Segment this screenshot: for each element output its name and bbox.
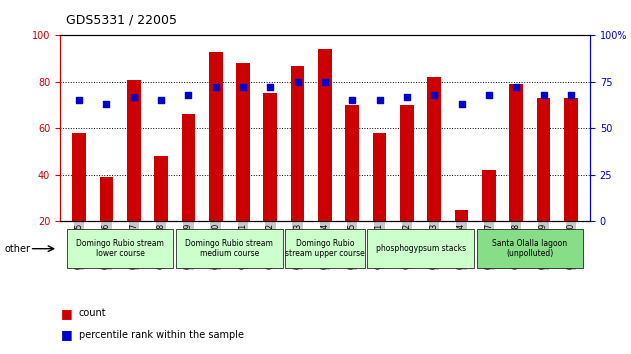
Text: Domingo Rubio stream
lower course: Domingo Rubio stream lower course xyxy=(76,239,164,258)
Text: GDS5331 / 22005: GDS5331 / 22005 xyxy=(66,13,177,27)
Text: Santa Olalla lagoon
(unpolluted): Santa Olalla lagoon (unpolluted) xyxy=(492,239,567,258)
Text: phosphogypsum stacks: phosphogypsum stacks xyxy=(375,244,466,253)
Point xyxy=(265,85,275,90)
Bar xyxy=(537,98,550,268)
Point xyxy=(402,94,412,99)
Bar xyxy=(209,52,223,268)
Bar xyxy=(400,105,414,268)
Text: other: other xyxy=(4,244,30,254)
Bar xyxy=(509,84,523,268)
FancyBboxPatch shape xyxy=(476,229,583,268)
Point xyxy=(238,85,248,90)
Point xyxy=(320,79,330,85)
Text: count: count xyxy=(79,308,107,318)
Bar xyxy=(127,80,141,268)
Point xyxy=(293,79,303,85)
Text: ■: ■ xyxy=(61,307,73,320)
Bar xyxy=(182,114,195,268)
Bar xyxy=(427,77,441,268)
Text: Domingo Rubio
stream upper course: Domingo Rubio stream upper course xyxy=(285,239,365,258)
Point xyxy=(347,98,357,103)
Bar xyxy=(72,133,86,268)
Bar xyxy=(154,156,168,268)
Bar xyxy=(291,65,305,268)
Point xyxy=(211,85,221,90)
Point xyxy=(156,98,166,103)
Point xyxy=(102,101,112,107)
Point xyxy=(184,92,194,98)
Point xyxy=(129,94,139,99)
Bar xyxy=(345,105,359,268)
FancyBboxPatch shape xyxy=(367,229,474,268)
Bar xyxy=(264,93,277,268)
FancyBboxPatch shape xyxy=(176,229,283,268)
Point xyxy=(74,98,84,103)
Bar xyxy=(564,98,578,268)
Point xyxy=(375,98,385,103)
Bar xyxy=(482,170,496,268)
Point xyxy=(429,92,439,98)
Bar xyxy=(455,210,468,268)
Text: Domingo Rubio stream
medium course: Domingo Rubio stream medium course xyxy=(186,239,273,258)
Point xyxy=(538,92,548,98)
FancyBboxPatch shape xyxy=(285,229,365,268)
Bar xyxy=(236,63,250,268)
Point xyxy=(456,101,466,107)
Bar xyxy=(100,177,113,268)
FancyBboxPatch shape xyxy=(67,229,174,268)
Point xyxy=(484,92,494,98)
Text: percentile rank within the sample: percentile rank within the sample xyxy=(79,330,244,339)
Text: ■: ■ xyxy=(61,328,73,341)
Point xyxy=(511,85,521,90)
Point xyxy=(566,92,576,98)
Bar xyxy=(373,133,386,268)
Bar xyxy=(318,49,332,268)
